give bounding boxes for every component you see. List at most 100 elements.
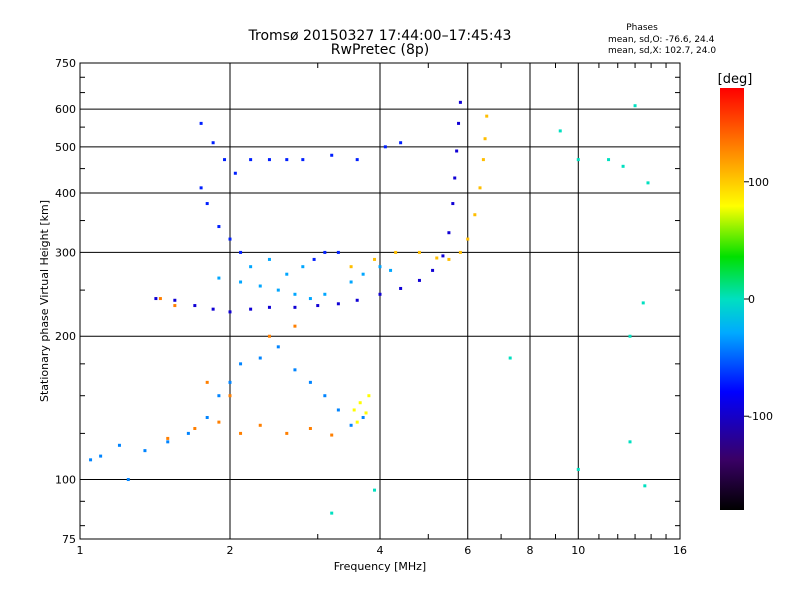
data-point-s4-16 bbox=[89, 458, 93, 462]
data-point-s4-7 bbox=[239, 362, 243, 366]
data-point-s7-8 bbox=[641, 301, 645, 305]
data-point-s5-1 bbox=[193, 426, 197, 430]
data-point-s4-2 bbox=[166, 440, 170, 444]
data-point-s5-13 bbox=[173, 304, 177, 308]
data-point-s4-11 bbox=[308, 380, 312, 384]
data-point-s7-0 bbox=[558, 129, 562, 133]
data-point-s3-4 bbox=[293, 292, 297, 296]
colorbar-label: [deg] bbox=[718, 72, 753, 87]
data-point-s0-18 bbox=[453, 176, 457, 180]
data-point-s0-2 bbox=[193, 304, 197, 308]
data-point-s2-11 bbox=[239, 250, 243, 254]
data-point-s0-5 bbox=[249, 307, 253, 311]
data-point-s5-10 bbox=[267, 334, 271, 338]
data-point-s7-3 bbox=[621, 164, 625, 168]
data-point-s3-8 bbox=[267, 257, 271, 261]
chart-title: Tromsø 20150327 17:44:00–17:45:43 bbox=[248, 28, 512, 44]
y-tick-label-600: 600 bbox=[55, 103, 76, 116]
colorbar-ticks: 100 0 -100 bbox=[744, 176, 773, 423]
data-point-s7-1 bbox=[576, 158, 580, 162]
y-tick-label-300: 300 bbox=[55, 246, 76, 259]
data-point-s5-9 bbox=[228, 394, 232, 398]
data-point-s0-4 bbox=[228, 310, 232, 314]
x-tick-label-1: 1 bbox=[77, 544, 84, 557]
data-point-s3-13 bbox=[378, 265, 382, 269]
data-point-s3-11 bbox=[349, 280, 353, 284]
data-point-s1-11 bbox=[483, 137, 487, 141]
data-point-s4-5 bbox=[217, 394, 221, 398]
data-point-s6-1 bbox=[358, 401, 362, 405]
data-point-s2-9 bbox=[217, 225, 221, 229]
data-point-s2-16 bbox=[399, 141, 403, 145]
data-point-s1-8 bbox=[473, 213, 477, 217]
data-point-s2-7 bbox=[301, 158, 305, 162]
data-point-s4-0 bbox=[117, 443, 121, 447]
x-tick-label-2: 2 bbox=[227, 544, 234, 557]
y-tick-label-750: 750 bbox=[55, 57, 76, 70]
data-point-s1-3 bbox=[417, 250, 421, 254]
data-point-s3-1 bbox=[239, 280, 243, 284]
x-tick-label-6: 6 bbox=[464, 544, 471, 557]
data-point-s7-13 bbox=[643, 484, 647, 488]
data-point-s4-12 bbox=[323, 394, 327, 398]
data-point-s5-8 bbox=[205, 380, 209, 384]
data-point-s0-12 bbox=[399, 286, 403, 290]
data-point-s2-2 bbox=[223, 158, 227, 162]
y-axis-label: Stationary phase Virtual Height [km] bbox=[38, 200, 51, 402]
data-point-s2-15 bbox=[383, 145, 387, 149]
x-tick-label-4: 4 bbox=[377, 544, 384, 557]
data-points bbox=[89, 100, 650, 515]
data-point-s0-16 bbox=[447, 231, 451, 235]
data-point-s2-12 bbox=[199, 186, 203, 190]
data-point-s2-4 bbox=[249, 158, 253, 162]
data-point-s0-20 bbox=[457, 121, 461, 125]
data-point-s1-4 bbox=[435, 256, 439, 260]
data-point-s1-9 bbox=[478, 186, 482, 190]
data-point-s3-7 bbox=[249, 265, 253, 269]
data-point-s1-10 bbox=[481, 158, 485, 162]
data-point-s0-6 bbox=[267, 305, 271, 309]
data-point-s2-13 bbox=[330, 153, 334, 157]
data-point-s2-5 bbox=[267, 158, 271, 162]
data-point-s3-0 bbox=[217, 276, 221, 280]
y-tick-label-400: 400 bbox=[55, 187, 76, 200]
data-point-s3-14 bbox=[389, 268, 393, 272]
data-point-s5-11 bbox=[293, 324, 297, 328]
data-point-s0-9 bbox=[336, 302, 340, 306]
y-tick-label-200: 200 bbox=[55, 330, 76, 343]
x-tick-label-8: 8 bbox=[527, 544, 534, 557]
y-tick-label-100: 100 bbox=[55, 474, 76, 487]
x-axis-ticks: 1 2 4 6 8 10 16 bbox=[77, 63, 687, 557]
data-point-s1-2 bbox=[394, 250, 398, 254]
data-point-s0-17 bbox=[451, 202, 455, 206]
data-point-s4-1 bbox=[143, 449, 147, 453]
data-point-s2-18 bbox=[323, 250, 327, 254]
data-point-s4-10 bbox=[293, 368, 297, 372]
grid-lines bbox=[80, 63, 680, 539]
chart-subtitle: RwPretec (8p) bbox=[331, 42, 429, 58]
data-point-s4-8 bbox=[258, 356, 262, 360]
data-point-s3-9 bbox=[285, 272, 289, 276]
data-point-s0-15 bbox=[441, 254, 445, 258]
data-point-s2-6 bbox=[285, 158, 289, 162]
data-point-s5-2 bbox=[217, 420, 221, 424]
data-point-s7-5 bbox=[628, 334, 632, 338]
data-point-s4-9 bbox=[276, 345, 280, 349]
data-point-s3-10 bbox=[301, 265, 305, 269]
data-point-s4-13 bbox=[336, 408, 340, 412]
data-point-s2-1 bbox=[211, 141, 215, 145]
data-point-s7-6 bbox=[628, 440, 632, 444]
data-point-s7-10 bbox=[508, 356, 512, 360]
data-point-s4-18 bbox=[126, 478, 130, 482]
data-point-s7-4 bbox=[646, 181, 650, 185]
data-point-s1-6 bbox=[458, 250, 462, 254]
data-point-s7-12 bbox=[373, 488, 377, 492]
x-tick-label-10: 10 bbox=[571, 544, 585, 557]
phase-mean-o: mean, sd,O: -76.6, 24.4 bbox=[608, 35, 715, 45]
data-point-s0-13 bbox=[417, 278, 421, 282]
colorbar-tick-label--100: -100 bbox=[748, 410, 773, 423]
data-point-s0-21 bbox=[458, 100, 462, 104]
data-point-s5-4 bbox=[258, 423, 262, 427]
data-point-s2-14 bbox=[355, 158, 359, 162]
